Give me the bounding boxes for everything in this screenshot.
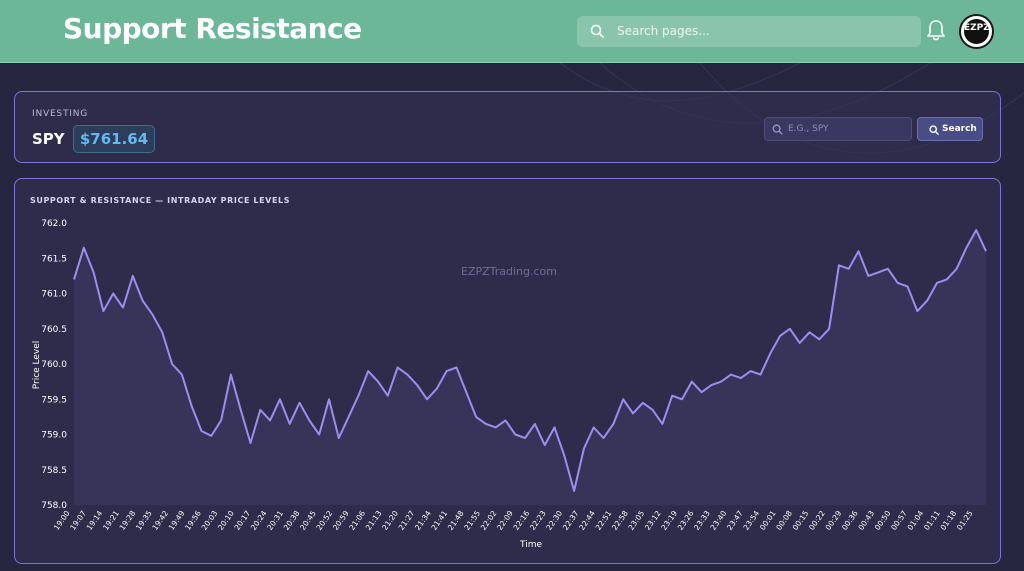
x-tick-label: 01:04 xyxy=(906,509,926,532)
x-tick-label: 00:43 xyxy=(856,509,876,532)
price-area xyxy=(74,230,986,505)
x-tick-label: 20:17 xyxy=(232,509,252,532)
x-tick-label: 20:52 xyxy=(315,509,335,532)
x-tick-label: 23:26 xyxy=(676,509,696,532)
avatar-logo-text: EZPZ xyxy=(964,23,990,33)
x-tick-label: 22:23 xyxy=(528,509,548,532)
x-tick-label: 19:07 xyxy=(68,509,88,532)
x-tick-label: 21:48 xyxy=(446,509,466,532)
y-tick-label: 759.0 xyxy=(41,431,67,441)
x-tick-label: 23:40 xyxy=(709,509,729,532)
y-tick-label: 762.0 xyxy=(41,219,67,229)
chart-card: SUPPORT & RESISTANCE — INTRADAY PRICE LE… xyxy=(14,178,1001,564)
quote-card: INVESTING SPY $761.64 E.G., SPY Search xyxy=(14,91,1001,163)
y-tick-label: 760.0 xyxy=(41,360,67,370)
y-tick-label: 758.0 xyxy=(41,501,67,511)
x-tick-label: 20:24 xyxy=(249,509,269,532)
y-tick-label: 761.5 xyxy=(41,254,67,264)
x-tick-label: 00:01 xyxy=(758,509,778,532)
chart-watermark: EZPZTrading.com xyxy=(461,265,557,278)
x-tick-label: 23:33 xyxy=(692,509,712,532)
x-tick-label: 00:29 xyxy=(824,509,844,532)
x-tick-label: 01:11 xyxy=(922,509,942,532)
search-icon xyxy=(772,124,783,135)
x-tick-label: 21:34 xyxy=(413,509,433,532)
x-tick-label: 00:36 xyxy=(840,509,860,532)
x-tick-label: 00:50 xyxy=(873,509,893,532)
x-tick-label: 01:25 xyxy=(955,509,975,532)
x-tick-label: 20:03 xyxy=(200,509,220,532)
x-tick-label: 00:08 xyxy=(774,509,794,532)
x-tick-label: 21:13 xyxy=(364,509,384,532)
x-tick-label: 01:18 xyxy=(938,509,958,532)
x-tick-label: 22:09 xyxy=(495,509,515,532)
x-tick-label: 19:00 xyxy=(52,509,72,532)
x-tick-label: 22:16 xyxy=(512,509,532,532)
x-tick-label: 22:37 xyxy=(561,509,581,532)
x-tick-label: 19:35 xyxy=(134,509,154,532)
x-tick-label: 19:42 xyxy=(150,509,170,532)
x-tick-label: 22:51 xyxy=(594,509,614,532)
y-axis-label: Price Level xyxy=(32,341,42,390)
x-tick-label: 19:14 xyxy=(85,509,105,532)
ticker-input-placeholder: E.G., SPY xyxy=(788,124,829,134)
price-chart: EZPZTrading.com Price Level Time 762.0 76… xyxy=(32,219,987,550)
x-tick-label: 21:06 xyxy=(347,509,367,532)
x-tick-label: 22:44 xyxy=(577,509,597,532)
x-tick-label: 19:28 xyxy=(118,509,138,532)
chart-title: SUPPORT & RESISTANCE — INTRADAY PRICE LE… xyxy=(30,196,291,205)
y-tick-label: 758.5 xyxy=(41,466,67,476)
x-tick-label: 20:38 xyxy=(282,509,302,532)
price-badge: $761.64 xyxy=(73,125,155,153)
x-tick-label: 22:58 xyxy=(610,509,630,532)
user-avatar[interactable]: EZPZ xyxy=(959,14,994,49)
x-tick-label: 00:15 xyxy=(791,509,811,532)
x-tick-label: 23:05 xyxy=(626,509,646,532)
x-tick-label: 19:21 xyxy=(101,509,121,532)
search-icon xyxy=(929,125,939,135)
price-line xyxy=(73,229,987,492)
x-tick-label: 20:45 xyxy=(298,509,318,532)
ticker-symbol: SPY xyxy=(32,130,65,148)
y-tick-label: 759.5 xyxy=(41,395,67,405)
top-header-bar: Support Resistance Search pages... EZPZ xyxy=(0,0,1024,63)
search-icon xyxy=(590,24,604,38)
x-tick-label: 00:57 xyxy=(889,509,909,532)
x-tick-label: 21:41 xyxy=(429,509,449,532)
search-button[interactable]: Search xyxy=(917,117,983,141)
search-placeholder: Search pages... xyxy=(617,24,710,38)
x-tick-label: 00:22 xyxy=(807,509,827,532)
ticker-search-input[interactable]: E.G., SPY xyxy=(764,117,912,141)
x-tick-label: 19:49 xyxy=(167,509,187,532)
x-tick-label: 23:12 xyxy=(643,509,663,532)
search-pages-input[interactable]: Search pages... xyxy=(577,16,921,47)
x-axis-label: Time xyxy=(519,540,542,550)
x-tick-label: 22:30 xyxy=(544,509,564,532)
page-title: Support Resistance xyxy=(63,12,362,45)
x-tick-label: 21:55 xyxy=(462,509,482,532)
x-tick-label: 20:59 xyxy=(331,509,351,532)
x-tick-label: 23:19 xyxy=(659,509,679,532)
x-tick-label: 23:54 xyxy=(741,509,761,532)
x-tick-label: 23:47 xyxy=(725,509,745,532)
y-tick-label: 760.5 xyxy=(41,325,67,335)
search-button-label: Search xyxy=(942,124,977,134)
x-tick-label: 20:10 xyxy=(216,509,236,532)
x-tick-label: 22:02 xyxy=(479,509,499,532)
x-tick-label: 19:56 xyxy=(183,509,203,532)
avatar-logo: EZPZ xyxy=(964,19,990,44)
investing-label: INVESTING xyxy=(32,109,89,119)
bell-icon[interactable] xyxy=(925,18,947,42)
x-tick-label: 21:27 xyxy=(397,509,417,532)
y-tick-label: 761.0 xyxy=(41,290,67,300)
x-tick-label: 21:20 xyxy=(380,509,400,532)
x-tick-label: 20:31 xyxy=(265,509,285,532)
